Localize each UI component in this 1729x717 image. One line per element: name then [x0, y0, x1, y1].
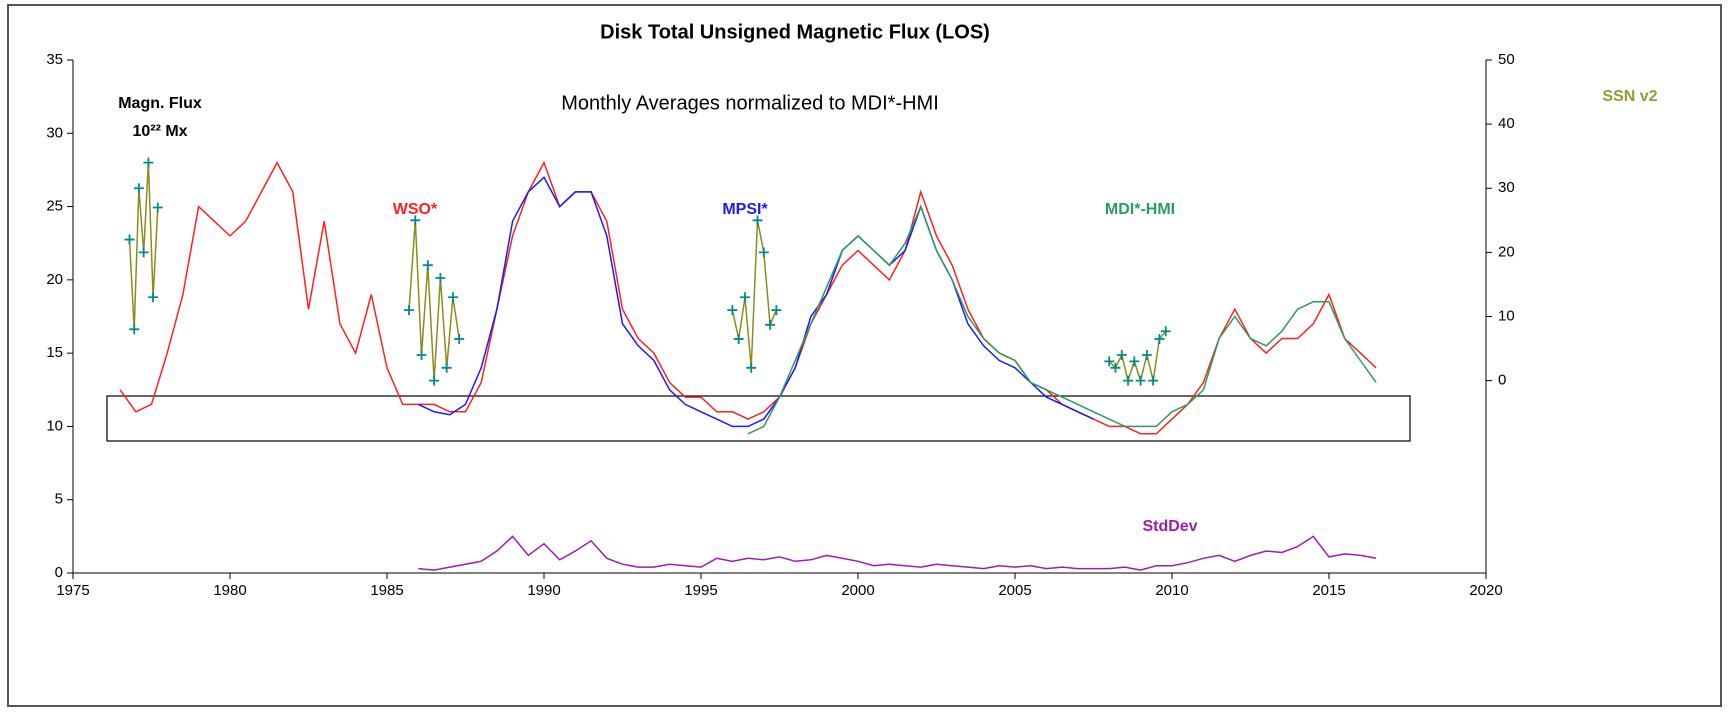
annotation: 10²² Mx: [132, 123, 187, 140]
x-tick-label: 1975: [56, 582, 89, 599]
x-tick-label: 2005: [998, 582, 1031, 599]
marker: [403, 305, 414, 316]
x-tick-label: 2000: [841, 582, 874, 599]
marker: [1135, 375, 1146, 386]
y2-tick-label: 20: [1498, 243, 1515, 260]
series-line: [418, 176, 1094, 428]
y2-tick-label: 40: [1498, 115, 1515, 132]
x-tick-label: 2015: [1312, 582, 1345, 599]
marker: [1123, 375, 1134, 386]
marker: [752, 215, 763, 226]
y2-tick-label: 30: [1498, 179, 1515, 196]
marker: [133, 183, 144, 194]
annotation: Magn. Flux: [118, 95, 202, 112]
marker: [1141, 349, 1152, 360]
marker: [1129, 356, 1140, 367]
marker: [758, 247, 769, 258]
subtitle: Monthly Averages normalized to MDI*-HMI: [561, 92, 939, 114]
x-tick-label: 1990: [527, 582, 560, 599]
marker: [410, 215, 421, 226]
y2-tick-label: 0: [1498, 372, 1506, 389]
marker: [124, 234, 135, 245]
series-line: [119, 160, 1377, 435]
frame: [7, 4, 1722, 707]
y-tick-label: 10: [46, 417, 63, 434]
marker: [429, 375, 440, 386]
series-label: MPSI*: [722, 201, 768, 218]
y-tick-label: 15: [46, 344, 63, 361]
marker: [1148, 375, 1159, 386]
marker: [152, 202, 163, 213]
marker: [765, 319, 776, 330]
marker: [143, 157, 154, 168]
marker: [771, 305, 782, 316]
series-label: MDI*-HMI: [1105, 201, 1175, 218]
series-label: SSN v2: [1602, 88, 1657, 105]
highlight-box: [106, 395, 1411, 442]
x-tick-label: 2010: [1155, 582, 1188, 599]
marker: [1110, 362, 1121, 373]
marker: [447, 292, 458, 303]
chart-title: Disk Total Unsigned Magnetic Flux (LOS): [600, 21, 990, 43]
y-tick-label: 30: [46, 124, 63, 141]
marker: [733, 333, 744, 344]
marker: [746, 362, 757, 373]
marker: [739, 292, 750, 303]
y-tick-label: 20: [46, 271, 63, 288]
x-tick-label: 2020: [1469, 582, 1502, 599]
marker: [727, 305, 738, 316]
marker: [416, 349, 427, 360]
marker: [454, 333, 465, 344]
y2-tick-label: 10: [1498, 307, 1515, 324]
x-tick-label: 1980: [213, 582, 246, 599]
marker: [422, 260, 433, 271]
y-tick-label: 35: [46, 51, 63, 68]
marker: [1104, 356, 1115, 367]
marker: [441, 362, 452, 373]
marker: [435, 273, 446, 284]
y-tick-label: 0: [55, 564, 63, 581]
y-tick-label: 25: [46, 198, 63, 215]
marker: [138, 247, 149, 258]
series-line: [747, 204, 1377, 435]
series-label: StdDev: [1142, 518, 1197, 535]
marker: [1154, 333, 1165, 344]
series-line: [418, 535, 1377, 571]
x-tick-label: 1985: [370, 582, 403, 599]
marker: [148, 292, 159, 303]
y-tick-label: 5: [55, 491, 63, 508]
x-tick-label: 1995: [684, 582, 717, 599]
marker: [1160, 326, 1171, 337]
marker: [1116, 349, 1127, 360]
series-label: WSO*: [393, 201, 438, 218]
y2-tick-label: 50: [1498, 51, 1515, 68]
marker: [129, 324, 140, 335]
